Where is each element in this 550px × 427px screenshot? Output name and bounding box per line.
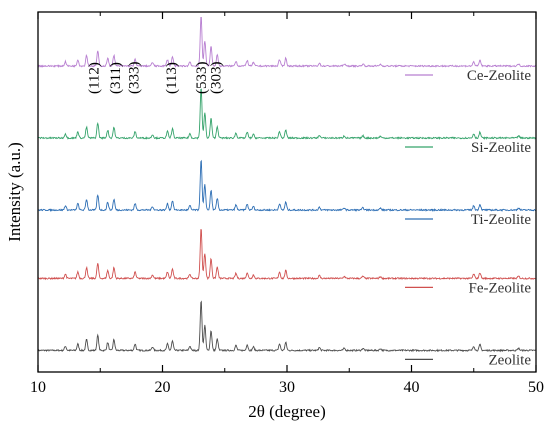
x-tick-label: 10 xyxy=(30,379,46,396)
peak-annotation: (303) xyxy=(209,62,225,95)
y-axis-label: Intensity (a.u.) xyxy=(5,142,24,242)
x-tick-label: 30 xyxy=(279,379,295,396)
legend-label: Si-Zeolite xyxy=(471,140,531,156)
peak-annotation: (113) xyxy=(164,62,180,94)
series-line-zeolite xyxy=(37,300,537,353)
series-line-ti-zeolite xyxy=(37,159,537,212)
x-tick-label: 50 xyxy=(528,379,544,396)
x-tick-label: 20 xyxy=(155,379,171,396)
x-tick-label: 40 xyxy=(404,379,420,396)
series-line-ce-zeolite xyxy=(37,17,537,68)
legend-label: Ce-Zeolite xyxy=(467,68,531,84)
peak-annotation: (112) xyxy=(87,62,103,94)
peak-annotation: (311) xyxy=(108,62,124,94)
series-line-si-zeolite xyxy=(37,88,537,140)
series-line-fe-zeolite xyxy=(37,229,537,281)
legend-label: Zeolite xyxy=(489,352,532,368)
tick-layer: 10 20 30 40 50 xyxy=(30,12,544,396)
legend-label: Fe-Zeolite xyxy=(469,280,532,296)
legend-layer: Zeolite Fe-Zeolite Ti-Zeolite Si-Zeolite Ce-… xyxy=(405,68,531,368)
x-axis-label: 2θ (degree) xyxy=(248,402,326,421)
annotation-layer: (112) (311) (333) (113) (533)(303) xyxy=(87,62,225,95)
peak-annotation: (533) xyxy=(194,62,210,95)
legend-label: Ti-Zeolite xyxy=(471,212,532,228)
peak-annotation: (333) xyxy=(127,62,143,95)
series-layer xyxy=(37,17,537,353)
